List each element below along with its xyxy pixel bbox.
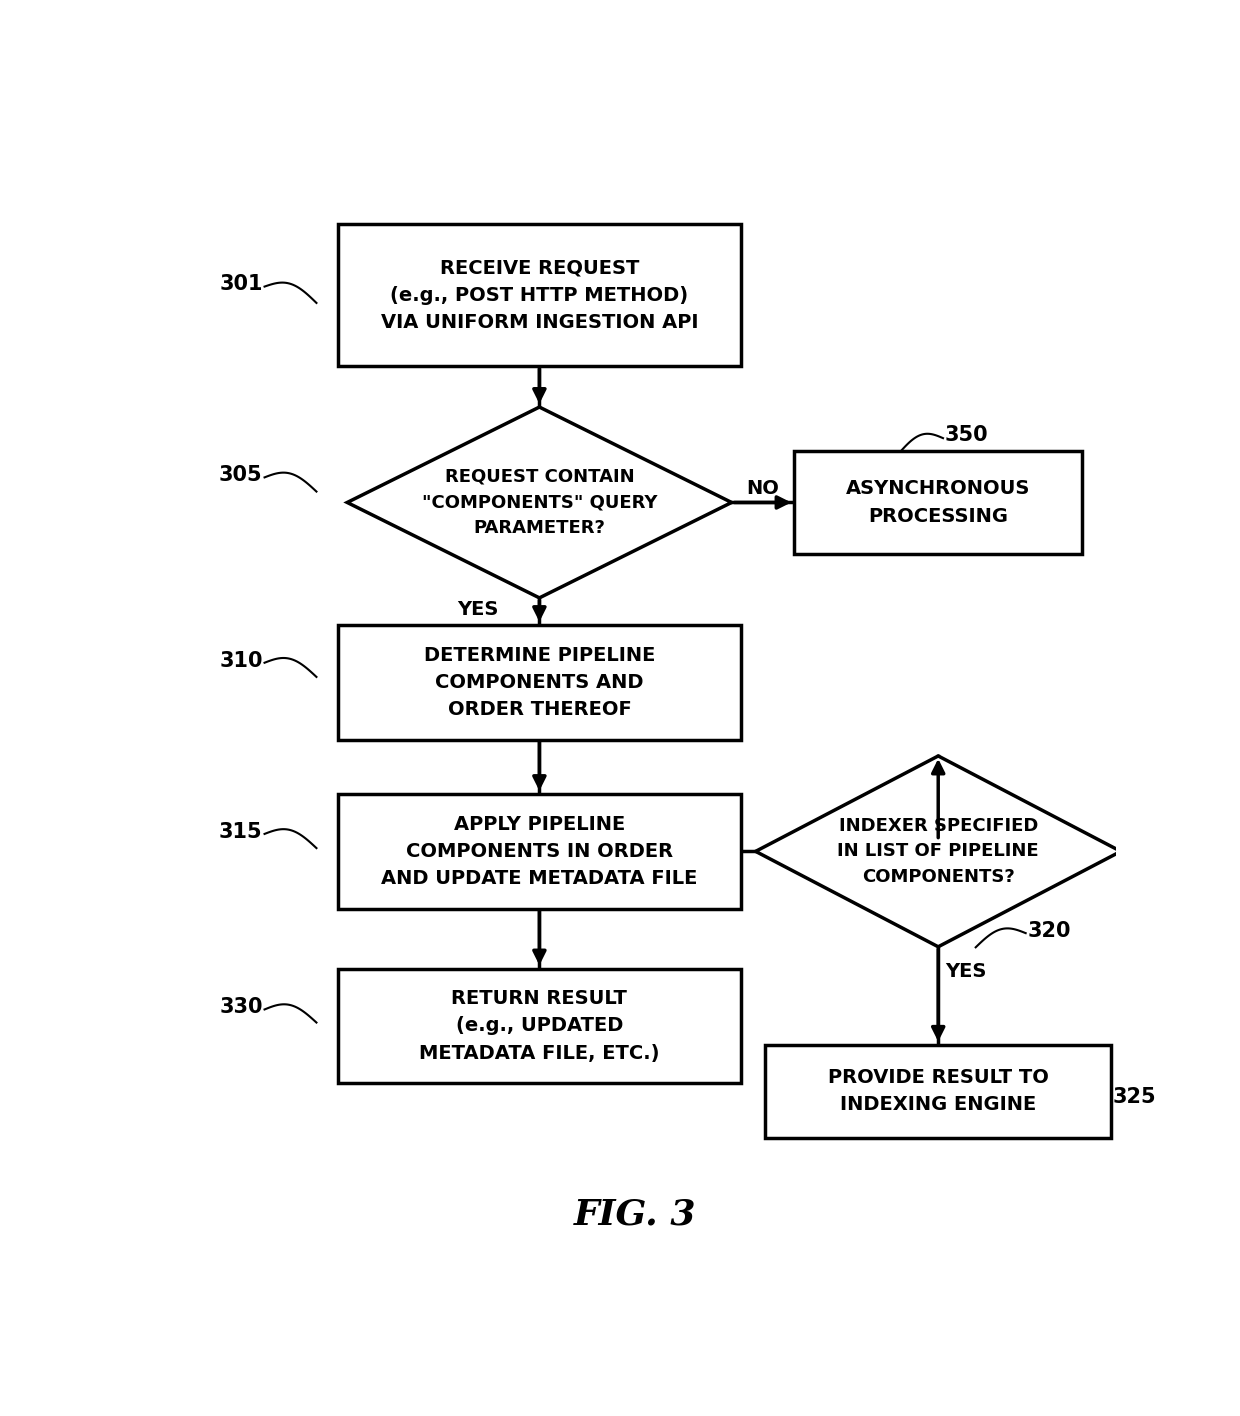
Text: RETURN RESULT
(e.g., UPDATED
METADATA FILE, ETC.): RETURN RESULT (e.g., UPDATED METADATA FI… — [419, 988, 660, 1062]
Text: YES: YES — [458, 600, 498, 619]
FancyBboxPatch shape — [337, 969, 742, 1083]
FancyBboxPatch shape — [337, 224, 742, 367]
Text: 315: 315 — [219, 821, 263, 841]
FancyBboxPatch shape — [765, 1045, 1111, 1137]
Text: 301: 301 — [219, 275, 263, 295]
Text: YES: YES — [945, 961, 986, 981]
Text: INDEXER SPECIFIED
IN LIST OF PIPELINE
COMPONENTS?: INDEXER SPECIFIED IN LIST OF PIPELINE CO… — [837, 817, 1039, 886]
Polygon shape — [347, 406, 732, 598]
FancyBboxPatch shape — [337, 624, 742, 739]
Text: DETERMINE PIPELINE
COMPONENTS AND
ORDER THEREOF: DETERMINE PIPELINE COMPONENTS AND ORDER … — [424, 646, 655, 719]
FancyBboxPatch shape — [337, 794, 742, 909]
FancyBboxPatch shape — [794, 450, 1083, 554]
Text: 325: 325 — [1112, 1086, 1156, 1107]
Text: ASYNCHRONOUS
PROCESSING: ASYNCHRONOUS PROCESSING — [846, 480, 1030, 525]
Text: 305: 305 — [219, 466, 263, 486]
Text: APPLY PIPELINE
COMPONENTS IN ORDER
AND UPDATE METADATA FILE: APPLY PIPELINE COMPONENTS IN ORDER AND U… — [381, 814, 698, 888]
Text: FIG. 3: FIG. 3 — [574, 1198, 697, 1232]
Text: PROVIDE RESULT TO
INDEXING ENGINE: PROVIDE RESULT TO INDEXING ENGINE — [828, 1068, 1049, 1114]
Text: RECEIVE REQUEST
(e.g., POST HTTP METHOD)
VIA UNIFORM INGESTION API: RECEIVE REQUEST (e.g., POST HTTP METHOD)… — [381, 259, 698, 333]
Text: REQUEST CONTAIN
"COMPONENTS" QUERY
PARAMETER?: REQUEST CONTAIN "COMPONENTS" QUERY PARAM… — [422, 467, 657, 537]
Text: 330: 330 — [219, 997, 263, 1017]
Text: 310: 310 — [219, 650, 263, 671]
Text: NO: NO — [746, 479, 779, 498]
Text: 350: 350 — [945, 425, 988, 445]
Polygon shape — [755, 756, 1121, 947]
Text: 320: 320 — [1028, 920, 1071, 942]
